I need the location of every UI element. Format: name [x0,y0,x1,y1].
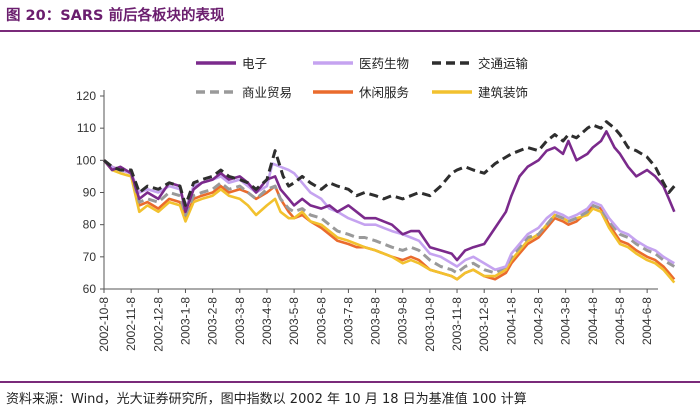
y-tick-label: 120 [76,89,96,103]
y-tick-label: 70 [83,250,97,264]
x-tick-label: 2004-5-8 [613,297,627,345]
x-tick-label: 2003-9-8 [396,297,410,345]
series-line-2 [103,120,676,207]
y-tick-label: 100 [76,153,96,167]
series-line-4 [103,159,676,281]
x-tick-label: 2004-1-8 [504,297,518,345]
x-tick-label: 2002-10-8 [97,297,111,352]
series-line-0 [103,130,676,262]
page-title: 图 20：SARS 前后各板块的表现 [6,8,225,24]
x-tick-label: 2003-12-8 [477,297,491,352]
series-line-5 [103,159,676,284]
x-tick-label: 2004-2-8 [532,297,546,345]
legend-label-2: 交通运输 [478,56,529,71]
x-tick-label: 2004-6-8 [640,297,654,345]
x-tick-label: 2003-6-8 [314,297,328,345]
chart-series-lines [103,120,676,284]
legend-label-3: 商业贸易 [242,85,292,100]
x-tick-label: 2003-5-8 [287,297,301,345]
legend-label-0: 电子 [242,56,267,71]
legend-label-4: 休闲服务 [359,85,409,100]
x-tick-label: 2003-11-8 [450,297,464,351]
legend-label-5: 建筑装饰 [478,85,528,100]
source-note: 资料来源：Wind，光大证券研究所，图中指数以 2002 年 10 月 18 日… [6,392,527,407]
x-tick-label: 2002-12-8 [151,297,165,352]
chart-axes: 60 70 80 90 100 110 120 2002-10-8 2002-11-8 2002-… [76,89,658,352]
x-tick-label: 2003-7-8 [341,297,355,345]
x-tick-label: 2004-3-8 [559,297,573,345]
x-tick-label: 2002-11-8 [124,297,138,351]
y-tick-label: 80 [83,218,97,232]
title-divider [0,30,700,32]
source-divider [0,381,700,383]
y-tick-label: 110 [77,121,96,135]
x-tick-label: 2003-3-8 [233,297,247,345]
sector-performance-chart: 60 70 80 90 100 110 120 2002-10-8 2002-11-8 2002-… [76,56,676,352]
y-tick-label: 60 [83,282,97,296]
x-tick-label: 2003-1-8 [178,297,192,345]
series-line-3 [103,159,676,275]
x-tick-label: 2003-4-8 [260,297,274,345]
x-tick-label: 2003-8-8 [369,297,383,345]
x-tick-label: 2003-10-8 [423,297,437,352]
x-tick-label: 2004-4-8 [586,297,600,345]
x-tick-label: 2003-2-8 [206,297,220,345]
legend-label-1: 医药生物 [359,56,409,71]
y-tick-label: 90 [83,186,97,200]
